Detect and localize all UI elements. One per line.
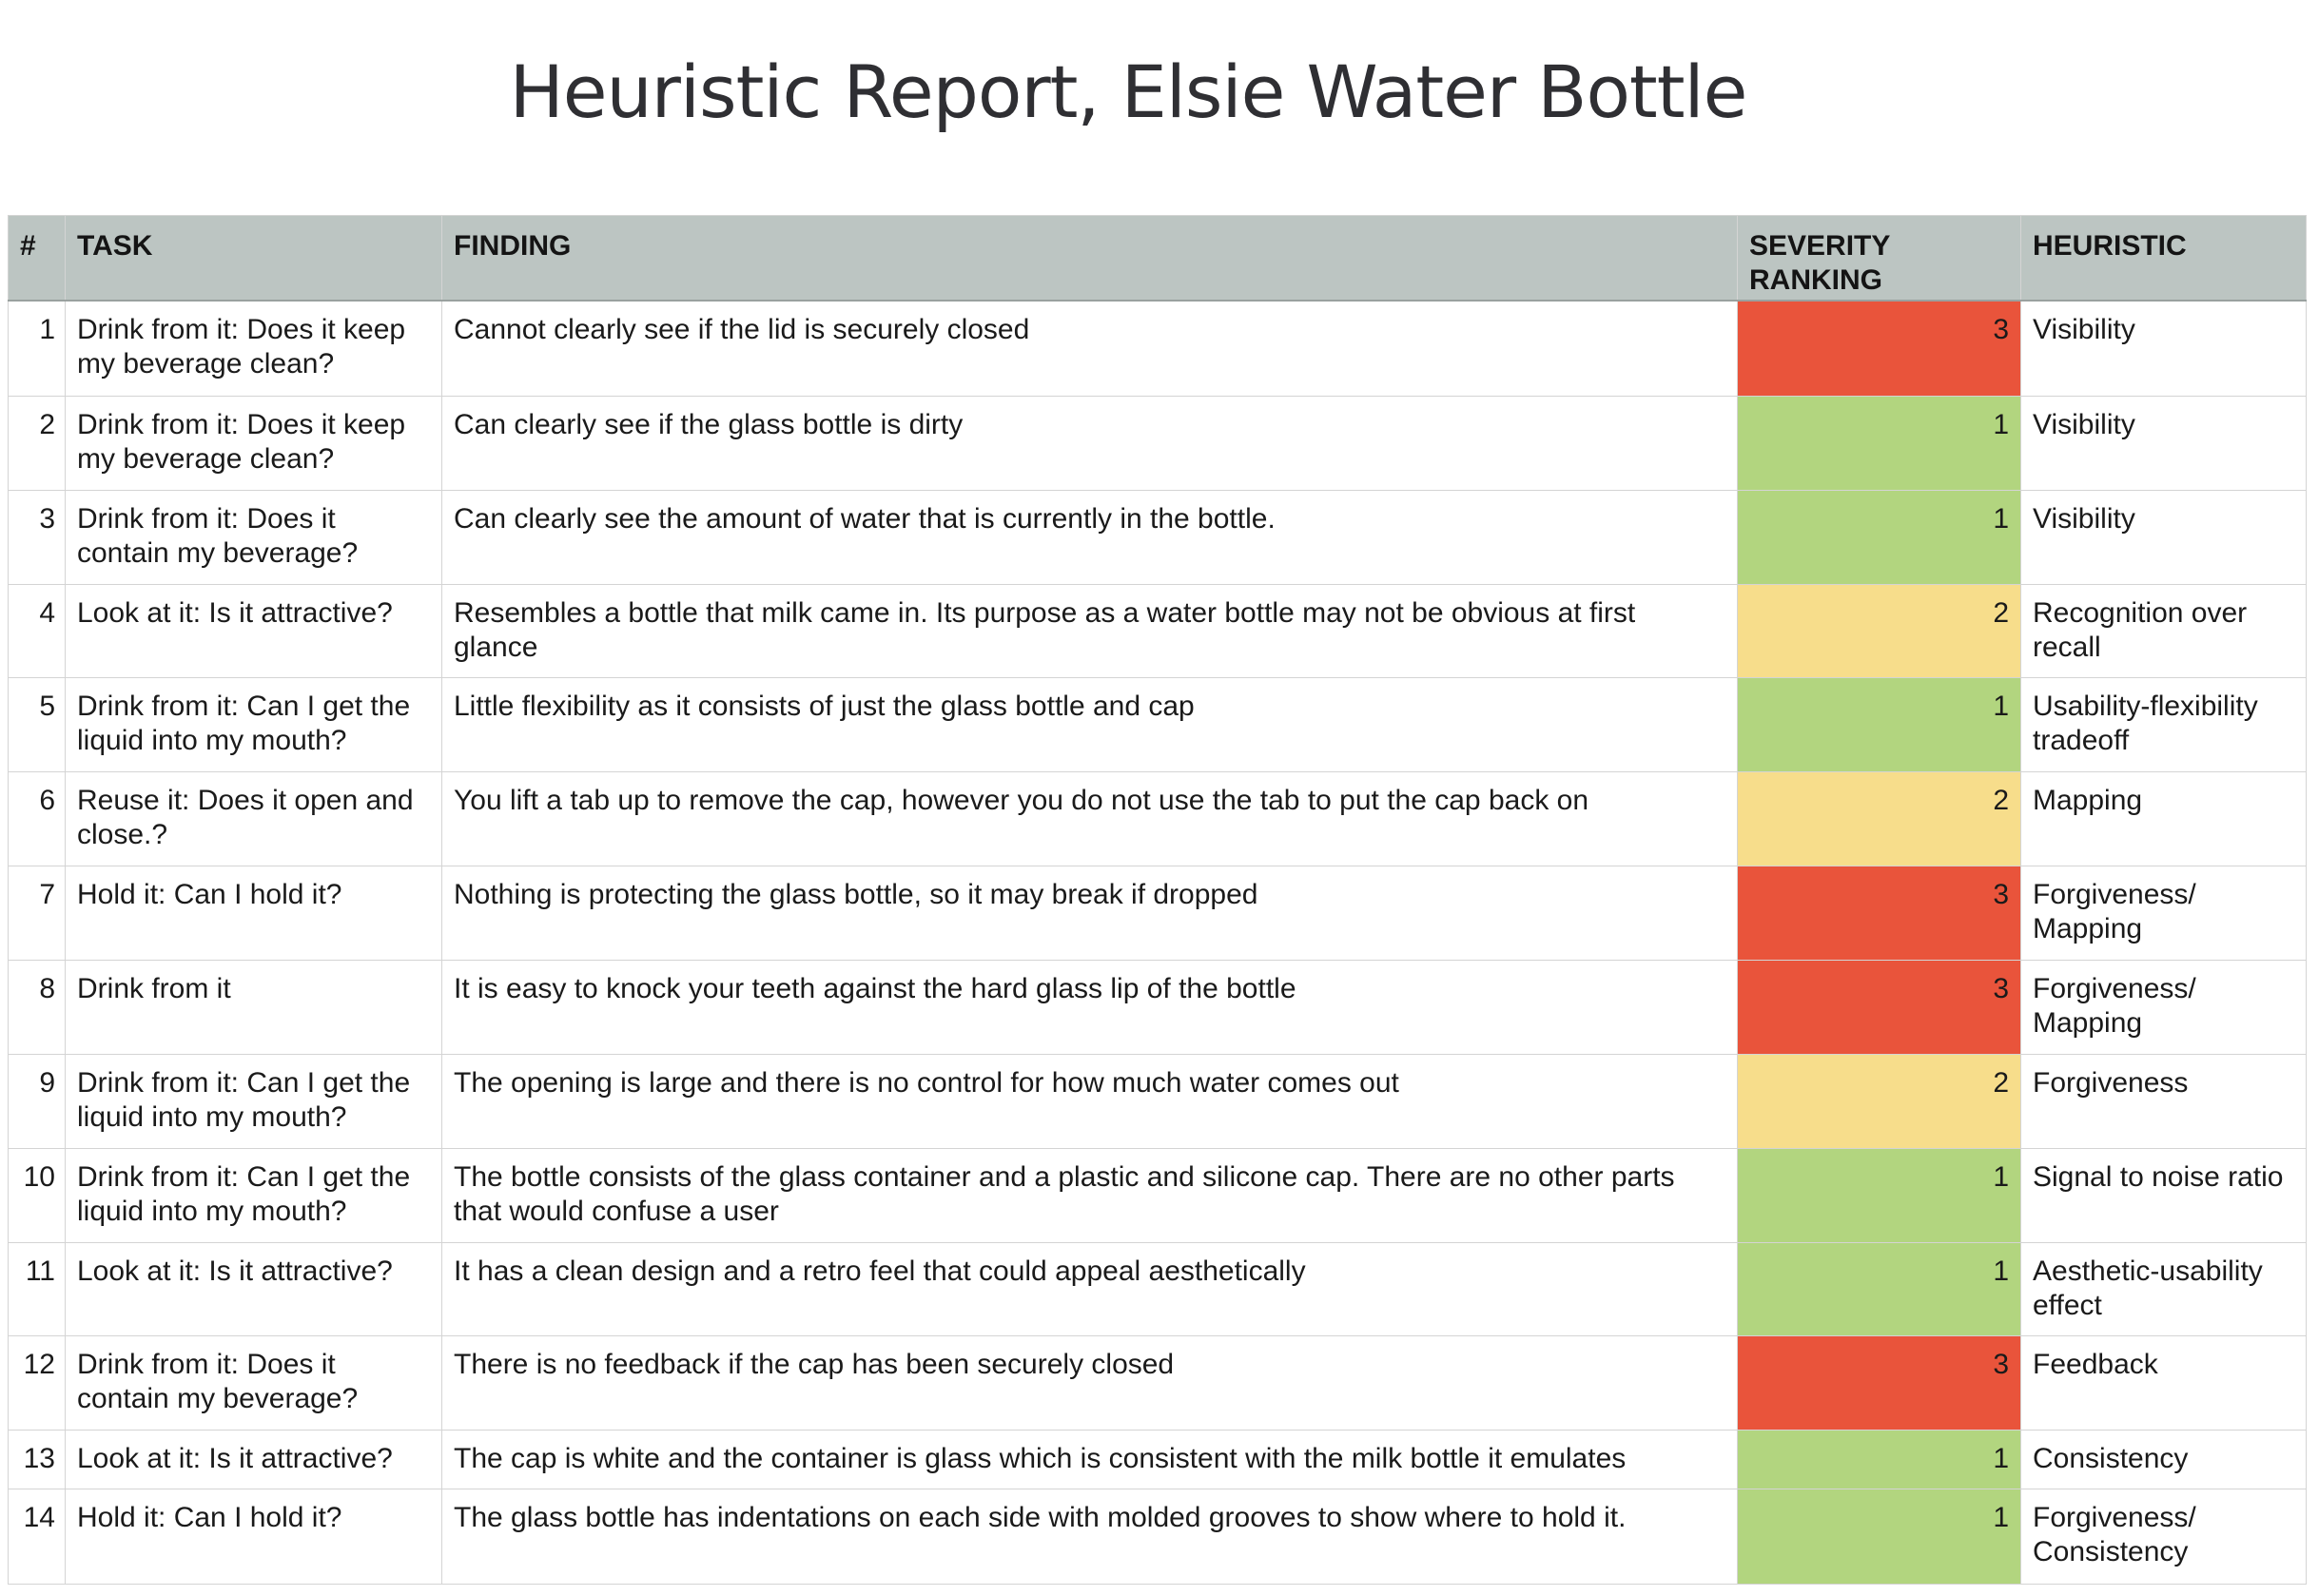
- header-row: # TASK FINDING SEVERITY RANKING HEURISTI…: [8, 215, 2307, 302]
- row-finding: Can clearly see the amount of water that…: [441, 489, 1738, 585]
- row-finding: The bottle consists of the glass contain…: [441, 1147, 1738, 1243]
- row-task: Drink from it: [65, 959, 442, 1055]
- row-task: Drink from it: Can I get the liquid into…: [65, 1053, 442, 1149]
- row-finding: The cap is white and the container is gl…: [441, 1429, 1738, 1489]
- row-task: Look at it: Is it attractive?: [65, 1241, 442, 1336]
- row-number: 9: [8, 1053, 66, 1149]
- row-heuristic: Forgiveness/ Mapping: [2020, 959, 2307, 1055]
- table-row: 6 Reuse it: Does it open and close.? You l…: [8, 770, 2307, 866]
- table-row: 10 Drink from it: Can I get the liquid in…: [8, 1147, 2307, 1243]
- table-row: 1 Drink from it: Does it keep my beverage…: [8, 300, 2307, 397]
- row-task: Drink from it: Does it contain my bevera…: [65, 489, 442, 585]
- header-num: #: [8, 215, 66, 302]
- table-row: 11 Look at it: Is it attractive? It has a …: [8, 1241, 2307, 1336]
- row-heuristic: Usability-flexibility tradeoff: [2020, 676, 2307, 772]
- row-finding: There is no feedback if the cap has been…: [441, 1334, 1738, 1431]
- row-heuristic: Forgiveness/ Mapping: [2020, 865, 2307, 961]
- row-severity: 1: [1737, 1147, 2021, 1243]
- table-row: 3 Drink from it: Does it contain my bever…: [8, 489, 2307, 585]
- header-task: TASK: [65, 215, 442, 302]
- row-number: 7: [8, 865, 66, 961]
- row-heuristic: Signal to noise ratio: [2020, 1147, 2307, 1243]
- row-finding: It is easy to knock your teeth against t…: [441, 959, 1738, 1055]
- row-heuristic: Forgiveness/ Consistency: [2020, 1488, 2307, 1585]
- table-row: 14 Hold it: Can I hold it? The glass bottl…: [8, 1488, 2307, 1585]
- row-finding: Cannot clearly see if the lid is securel…: [441, 300, 1738, 397]
- row-number: 13: [8, 1429, 66, 1489]
- row-severity: 2: [1737, 583, 2021, 678]
- row-task: Reuse it: Does it open and close.?: [65, 770, 442, 866]
- row-severity: 1: [1737, 395, 2021, 491]
- row-heuristic: Visibility: [2020, 489, 2307, 585]
- row-task: Drink from it: Does it contain my bevera…: [65, 1334, 442, 1431]
- row-number: 1: [8, 300, 66, 397]
- row-number: 6: [8, 770, 66, 866]
- row-severity: 2: [1737, 1053, 2021, 1149]
- row-finding: The opening is large and there is no con…: [441, 1053, 1738, 1149]
- table-row: 4 Look at it: Is it attractive? Resembles …: [8, 583, 2307, 678]
- row-heuristic: Forgiveness: [2020, 1053, 2307, 1149]
- row-heuristic: Visibility: [2020, 300, 2307, 397]
- row-severity: 1: [1737, 1241, 2021, 1336]
- row-task: Hold it: Can I hold it?: [65, 865, 442, 961]
- row-finding: Resembles a bottle that milk came in. It…: [441, 583, 1738, 678]
- row-severity: 3: [1737, 959, 2021, 1055]
- row-heuristic: Visibility: [2020, 395, 2307, 491]
- row-severity: 3: [1737, 865, 2021, 961]
- row-heuristic: Recognition over recall: [2020, 583, 2307, 678]
- table-row: 7 Hold it: Can I hold it? Nothing is prote…: [8, 865, 2307, 961]
- table-row: 13 Look at it: Is it attractive? The cap i…: [8, 1429, 2307, 1489]
- row-task: Drink from it: Can I get the liquid into…: [65, 1147, 442, 1243]
- header-severity: SEVERITY RANKING: [1737, 215, 2021, 302]
- row-number: 12: [8, 1334, 66, 1431]
- row-number: 8: [8, 959, 66, 1055]
- row-finding: Can clearly see if the glass bottle is d…: [441, 395, 1738, 491]
- row-task: Drink from it: Does it keep my beverage …: [65, 300, 442, 397]
- row-heuristic: Feedback: [2020, 1334, 2307, 1431]
- row-severity: 1: [1737, 676, 2021, 772]
- row-severity: 2: [1737, 770, 2021, 866]
- row-number: 2: [8, 395, 66, 491]
- row-heuristic: Consistency: [2020, 1429, 2307, 1489]
- table-row: 2 Drink from it: Does it keep my beverage…: [8, 395, 2307, 491]
- row-task: Drink from it: Does it keep my beverage …: [65, 395, 442, 491]
- row-finding: Nothing is protecting the glass bottle, …: [441, 865, 1738, 961]
- table-row: 12 Drink from it: Does it contain my beve…: [8, 1334, 2307, 1431]
- row-finding: The glass bottle has indentations on eac…: [441, 1488, 1738, 1585]
- header-finding: FINDING: [441, 215, 1738, 302]
- row-number: 11: [8, 1241, 66, 1336]
- row-finding: Little flexibility as it consists of jus…: [441, 676, 1738, 772]
- row-number: 4: [8, 583, 66, 678]
- row-number: 3: [8, 489, 66, 585]
- table-row: 8 Drink from it It is easy to knock your t…: [8, 959, 2307, 1055]
- row-finding: It has a clean design and a retro feel t…: [441, 1241, 1738, 1336]
- row-task: Look at it: Is it attractive?: [65, 583, 442, 678]
- row-task: Drink from it: Can I get the liquid into…: [65, 676, 442, 772]
- table-body: 1 Drink from it: Does it keep my beverage…: [8, 300, 2307, 1585]
- row-severity: 1: [1737, 489, 2021, 585]
- row-finding: You lift a tab up to remove the cap, how…: [441, 770, 1738, 866]
- heuristic-table: # TASK FINDING SEVERITY RANKING HEURISTI…: [8, 215, 2307, 1585]
- row-number: 5: [8, 676, 66, 772]
- row-task: Hold it: Can I hold it?: [65, 1488, 442, 1585]
- table-row: 9 Drink from it: Can I get the liquid int…: [8, 1053, 2307, 1149]
- table-row: 5 Drink from it: Can I get the liquid int…: [8, 676, 2307, 772]
- row-severity: 3: [1737, 300, 2021, 397]
- table-header: # TASK FINDING SEVERITY RANKING HEURISTI…: [8, 215, 2307, 302]
- row-number: 10: [8, 1147, 66, 1243]
- row-severity: 1: [1737, 1429, 2021, 1489]
- row-heuristic: Mapping: [2020, 770, 2307, 866]
- header-heuristic: HEURISTIC: [2020, 215, 2307, 302]
- row-task: Look at it: Is it attractive?: [65, 1429, 442, 1489]
- row-number: 14: [8, 1488, 66, 1585]
- page-title: Heuristic Report, Elsie Water Bottle: [509, 49, 1748, 134]
- row-severity: 1: [1737, 1488, 2021, 1585]
- row-severity: 3: [1737, 1334, 2021, 1431]
- row-heuristic: Aesthetic-usability effect: [2020, 1241, 2307, 1336]
